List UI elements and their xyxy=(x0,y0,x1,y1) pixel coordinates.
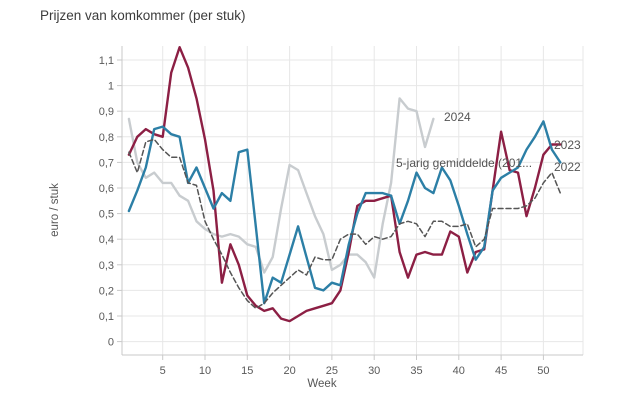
svg-text:0,3: 0,3 xyxy=(99,260,114,272)
series-label-2024: 2024 xyxy=(444,110,471,124)
x-axis-title: Week xyxy=(307,378,337,390)
series-label-2022: 2022 xyxy=(554,160,581,174)
svg-text:1,1: 1,1 xyxy=(99,55,114,67)
svg-text:1: 1 xyxy=(108,81,114,93)
svg-text:10: 10 xyxy=(199,365,211,377)
series-line-5yr-average xyxy=(128,138,562,310)
svg-text:50: 50 xyxy=(537,365,549,377)
svg-text:30: 30 xyxy=(368,365,380,377)
y-axis-title: euro / stuk xyxy=(49,183,61,237)
svg-text:0,2: 0,2 xyxy=(99,285,114,297)
series-line-2024 xyxy=(127,97,435,279)
series-line-2022 xyxy=(127,120,562,305)
svg-text:0,6: 0,6 xyxy=(99,183,114,195)
svg-text:5: 5 xyxy=(160,365,166,377)
svg-text:0: 0 xyxy=(108,337,114,349)
svg-text:40: 40 xyxy=(453,365,465,377)
svg-text:0,1: 0,1 xyxy=(99,311,114,323)
svg-text:0,5: 0,5 xyxy=(99,209,114,221)
series-label-2023: 2023 xyxy=(554,138,581,152)
chart-title: Prijzen van komkommer (per stuk) xyxy=(40,8,246,23)
svg-text:45: 45 xyxy=(495,365,507,377)
svg-text:0,8: 0,8 xyxy=(99,132,114,144)
svg-text:0,4: 0,4 xyxy=(99,234,114,246)
svg-text:0,7: 0,7 xyxy=(99,157,114,169)
svg-text:0,9: 0,9 xyxy=(99,106,114,118)
svg-text:15: 15 xyxy=(241,365,253,377)
svg-text:20: 20 xyxy=(283,365,295,377)
series-label-5yr-average: 5-jarig gemiddelde (201... xyxy=(396,156,533,170)
svg-text:35: 35 xyxy=(410,365,422,377)
svg-text:25: 25 xyxy=(326,365,338,377)
